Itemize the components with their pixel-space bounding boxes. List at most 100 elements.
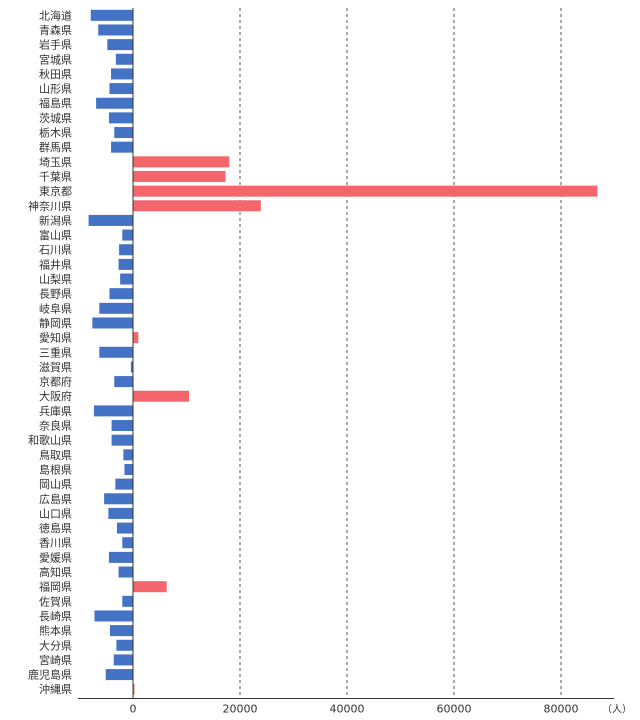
grid-lines [239,8,562,699]
category-label: 福島県 [39,96,72,110]
x-tick-label: 80000 [544,703,579,716]
bar [133,683,135,695]
bar [120,273,133,285]
category-label: 山梨県 [39,272,72,286]
bar [99,302,133,314]
bar [108,507,133,519]
bar [115,478,133,490]
bar [111,141,133,153]
category-label: 愛媛県 [39,550,72,564]
category-label: 徳島県 [39,521,72,535]
bar [104,493,133,505]
bar [122,229,133,241]
category-label: 富山県 [39,228,72,242]
bar [107,39,133,51]
bar [98,24,133,36]
bar [111,68,133,80]
category-label: 宮崎県 [39,653,72,667]
bar [119,244,133,256]
bar [133,170,226,182]
bar [118,258,133,270]
category-label: 和歌山県 [28,433,72,447]
category-label: 香川県 [39,537,72,550]
category-label: 東京都 [39,184,72,198]
x-tick-label: 0 [130,703,137,716]
bars [88,9,598,695]
category-label: 島根県 [39,462,72,476]
category-label: 京都府 [39,375,72,389]
bar [109,288,133,300]
category-label: 岩手県 [39,38,72,52]
bar [96,97,133,109]
category-label: 埼玉県 [39,155,72,169]
bar [111,420,133,432]
bar [108,551,133,563]
bar [133,332,139,344]
bar [88,214,133,226]
bar [116,522,133,534]
category-label: 秋田県 [39,67,72,81]
category-label: 岡山県 [39,478,72,491]
bar [99,346,133,358]
category-label: 北海道 [39,8,72,22]
category-label: 滋賀県 [39,361,72,374]
bar [130,361,133,373]
category-label: 青森県 [39,23,72,37]
x-tick-labels: 0 20000 40000 60000 80000 [130,703,579,716]
category-labels: 北海道青森県岩手県宮城県秋田県山形県福島県茨城県栃木県群馬県埼玉県千葉県東京都神… [28,8,72,696]
bar [123,449,133,461]
bar [124,463,133,475]
x-tick-label: 60000 [437,703,472,716]
category-label: 愛知県 [39,331,72,345]
category-label: 宮城県 [39,52,72,66]
bar [114,127,133,139]
category-label: 長野県 [39,288,72,301]
bar [133,156,230,168]
category-label: 群馬県 [39,140,72,154]
category-label: 福井県 [39,257,72,271]
bar [90,9,133,21]
category-label: 静岡県 [39,316,72,330]
category-label: 山口県 [39,507,72,520]
bar [111,434,133,446]
bar [105,669,133,681]
category-label: 神奈川県 [28,199,72,213]
category-label: 三重県 [39,345,72,359]
bar [93,405,133,417]
bar [133,581,167,593]
category-label: 奈良県 [39,419,72,433]
bar [109,625,133,637]
category-label: 石川県 [39,244,72,257]
bar [109,83,133,95]
bar [92,317,133,329]
category-label: 高知県 [39,565,72,579]
category-label: 鳥取県 [39,448,72,462]
bar [133,200,261,212]
category-label: 栃木県 [39,126,72,140]
category-label: 沖縄県 [39,682,72,696]
category-label: 大分県 [39,638,72,652]
bar [133,185,598,197]
x-tick-label: 20000 [223,703,258,716]
bar [122,595,133,607]
category-label: 鹿児島県 [28,668,72,682]
bar [122,537,133,549]
x-tick-label: 40000 [330,703,365,716]
category-label: 山形県 [39,83,72,96]
category-label: 新潟県 [39,213,72,227]
category-label: 千葉県 [39,169,72,183]
bar [133,390,190,402]
category-label: 茨城県 [39,111,72,125]
bar [118,566,133,578]
category-label: 岐阜県 [39,302,72,315]
x-axis-unit: （人） [602,704,632,716]
bar [94,610,133,622]
category-label: 大阪府 [39,389,72,403]
category-label: 広島県 [39,492,72,506]
bar [115,53,133,65]
category-label: 長崎県 [39,609,72,623]
bar [108,112,133,124]
bar [114,376,133,388]
category-label: 兵庫県 [39,404,72,418]
